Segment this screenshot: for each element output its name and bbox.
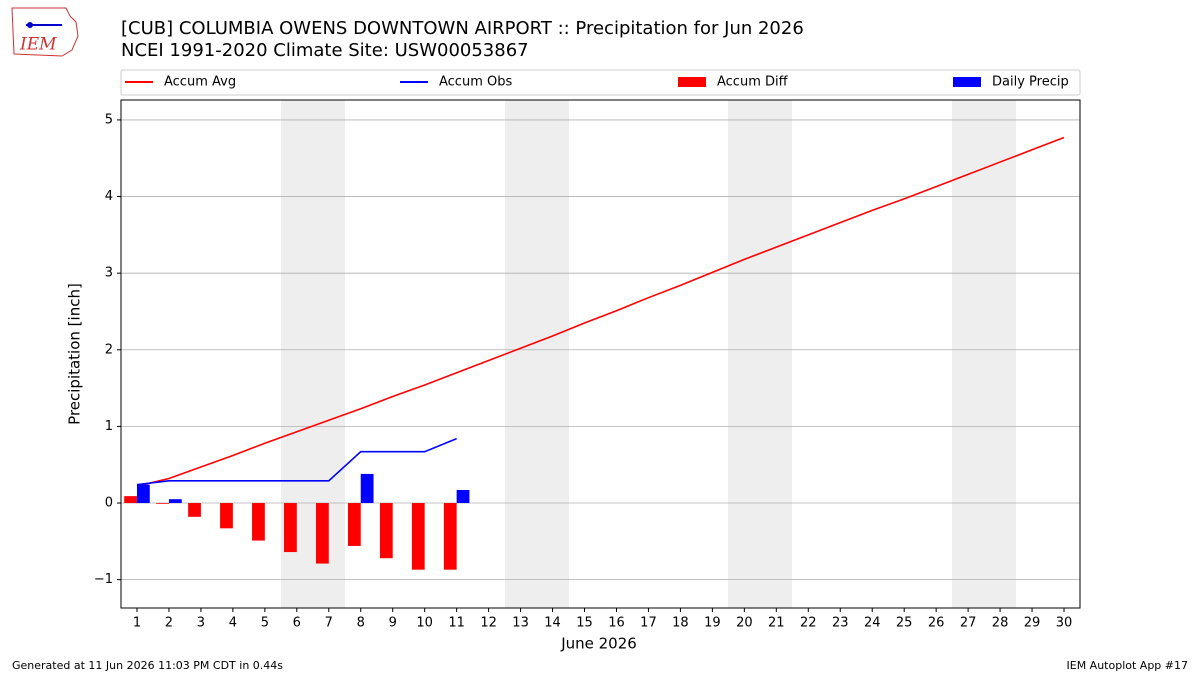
x-tick-label: 15 (576, 616, 593, 631)
x-tick-label: 20 (736, 616, 753, 631)
x-tick-label: 26 (928, 616, 945, 631)
x-tick-label: 12 (480, 616, 497, 631)
bar (443, 503, 457, 570)
x-axis-label: June 2026 (560, 635, 637, 653)
footer-left: Generated at 11 Jun 2026 11:03 PM CDT in… (12, 659, 283, 672)
chart-title: [CUB] COLUMBIA OWENS DOWNTOWN AIRPORT ::… (121, 18, 804, 39)
logo-outline (11, 7, 79, 57)
weekend-band (952, 100, 1016, 608)
y-tick-label: 0 (105, 496, 113, 511)
y-tick-label: 3 (105, 266, 113, 281)
logo: IEM (11, 7, 79, 57)
bar (411, 503, 425, 570)
bar (220, 503, 233, 529)
logo-icon (27, 22, 33, 28)
bar (252, 503, 265, 541)
line (136, 437, 457, 486)
bar (136, 484, 150, 504)
x-tick-label: 7 (325, 616, 333, 631)
y-tick-label: 1 (105, 419, 113, 434)
weekend-band (728, 100, 792, 608)
bar (156, 503, 169, 504)
chart-subtitle: NCEI 1991-2020 Climate Site: USW00053867 (121, 40, 529, 61)
y-axis-label: Precipitation [inch] (66, 283, 84, 425)
legend-label: Accum Avg (164, 75, 236, 90)
bar (379, 503, 393, 559)
x-tick-label: 10 (416, 616, 433, 631)
legend-swatch (953, 77, 981, 87)
x-tick-label: 23 (832, 616, 849, 631)
logo-text: IEM (19, 35, 57, 55)
line (136, 136, 1065, 487)
x-tick-label: 4 (229, 616, 237, 631)
x-tick-label: 3 (197, 616, 205, 631)
weekend-band (505, 100, 569, 608)
x-tick-label: 14 (544, 616, 561, 631)
legend-swatch (678, 77, 706, 87)
x-tick-label: 28 (992, 616, 1009, 631)
legend-label: Accum Diff (717, 75, 789, 90)
x-tick-label: 21 (768, 616, 785, 631)
x-tick-label: 9 (389, 616, 397, 631)
x-tick-label: 18 (672, 616, 689, 631)
x-tick-label: 1 (133, 616, 141, 631)
bar (315, 503, 329, 564)
x-tick-label: 19 (704, 616, 721, 631)
bar (124, 496, 137, 504)
x-tick-label: 16 (608, 616, 625, 631)
y-tick-label: −1 (94, 572, 113, 587)
x-tick-label: 5 (261, 616, 269, 631)
x-tick-label: 13 (512, 616, 529, 631)
x-tick-label: 30 (1056, 616, 1073, 631)
x-tick-label: 25 (896, 616, 913, 631)
bar (168, 499, 182, 504)
bar (188, 503, 201, 517)
weekend-shading (281, 100, 1016, 608)
footer-right: IEM Autoplot App #17 (1067, 659, 1189, 672)
x-tick-label: 6 (293, 616, 301, 631)
y-tick-label: 2 (105, 342, 113, 357)
x-tick-label: 2 (165, 616, 173, 631)
plot-frame (120, 99, 1081, 609)
bar (347, 503, 361, 546)
y-tick-label: 4 (105, 189, 113, 204)
bar (284, 503, 297, 553)
x-tick-label: 22 (800, 616, 817, 631)
x-tick-label: 11 (448, 616, 465, 631)
bar (456, 490, 470, 504)
bar (360, 473, 374, 504)
plot-area (121, 119, 1080, 581)
legend-label: Daily Precip (992, 75, 1069, 90)
legend-label: Accum Obs (439, 75, 512, 90)
x-tick-label: 8 (357, 616, 365, 631)
x-tick-label: 17 (640, 616, 657, 631)
legend-box (120, 69, 1081, 96)
y-tick-label: 5 (105, 112, 113, 127)
x-tick-label: 27 (960, 616, 977, 631)
x-tick-label: 24 (864, 616, 881, 631)
x-tick-label: 29 (1024, 616, 1041, 631)
